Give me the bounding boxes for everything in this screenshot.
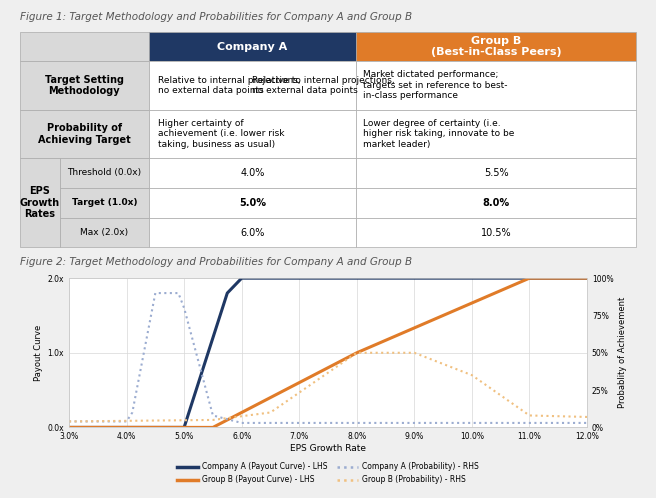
Legend: Company A (Payout Curve) - LHS, Group B (Payout Curve) - LHS, Company A (Probabi: Company A (Payout Curve) - LHS, Group B …: [177, 463, 479, 484]
Text: Threshold (0.0x): Threshold (0.0x): [68, 168, 142, 177]
FancyBboxPatch shape: [356, 158, 636, 188]
FancyBboxPatch shape: [149, 32, 356, 61]
Text: Target Setting
Methodology: Target Setting Methodology: [45, 75, 124, 96]
Text: Market dictated performance;
targets set in reference to best-
in-class performa: Market dictated performance; targets set…: [363, 70, 508, 100]
FancyBboxPatch shape: [149, 110, 356, 158]
FancyBboxPatch shape: [20, 61, 149, 110]
FancyBboxPatch shape: [20, 110, 149, 158]
FancyBboxPatch shape: [60, 158, 149, 188]
Text: Relative to internal projections,
no external data points: Relative to internal projections, no ext…: [158, 76, 301, 95]
FancyBboxPatch shape: [149, 188, 356, 218]
FancyBboxPatch shape: [20, 32, 149, 61]
Text: Figure 1: Target Methodology and Probabilities for Company A and Group B: Figure 1: Target Methodology and Probabi…: [20, 12, 412, 22]
Text: 4.0%: 4.0%: [240, 168, 264, 178]
Text: EPS
Growth
Rates: EPS Growth Rates: [20, 186, 60, 220]
Text: 5.0%: 5.0%: [239, 198, 266, 208]
Text: Max (2.0x): Max (2.0x): [81, 228, 129, 237]
Text: Relative to internal projections,
no external data points: Relative to internal projections, no ext…: [253, 76, 395, 95]
Text: Probability of
Achieving Target: Probability of Achieving Target: [38, 123, 131, 144]
FancyBboxPatch shape: [356, 32, 636, 61]
FancyBboxPatch shape: [149, 158, 356, 188]
Text: Lower degree of certainty (i.e.
higher risk taking, innovate to be
market leader: Lower degree of certainty (i.e. higher r…: [363, 119, 514, 149]
FancyBboxPatch shape: [149, 61, 356, 110]
FancyBboxPatch shape: [60, 188, 149, 218]
Text: 6.0%: 6.0%: [240, 228, 264, 238]
Text: Group B
(Best-in-Class Peers): Group B (Best-in-Class Peers): [431, 36, 562, 57]
Text: 8.0%: 8.0%: [482, 198, 510, 208]
Y-axis label: Probablity of Achievement: Probablity of Achievement: [618, 297, 626, 408]
FancyBboxPatch shape: [356, 61, 636, 110]
FancyBboxPatch shape: [20, 158, 60, 248]
FancyBboxPatch shape: [356, 188, 636, 218]
FancyBboxPatch shape: [60, 218, 149, 248]
Text: Figure 2: Target Methodology and Probabilities for Company A and Group B: Figure 2: Target Methodology and Probabi…: [20, 257, 412, 267]
Text: Company A: Company A: [217, 41, 287, 52]
FancyBboxPatch shape: [356, 110, 636, 158]
Text: Higher certainty of
achievement (i.e. lower risk
taking, business as usual): Higher certainty of achievement (i.e. lo…: [158, 119, 285, 149]
Text: 10.5%: 10.5%: [481, 228, 511, 238]
FancyBboxPatch shape: [356, 218, 636, 248]
FancyBboxPatch shape: [149, 218, 356, 248]
Text: 5.5%: 5.5%: [483, 168, 508, 178]
Text: Target (1.0x): Target (1.0x): [72, 198, 137, 207]
FancyBboxPatch shape: [149, 61, 356, 110]
